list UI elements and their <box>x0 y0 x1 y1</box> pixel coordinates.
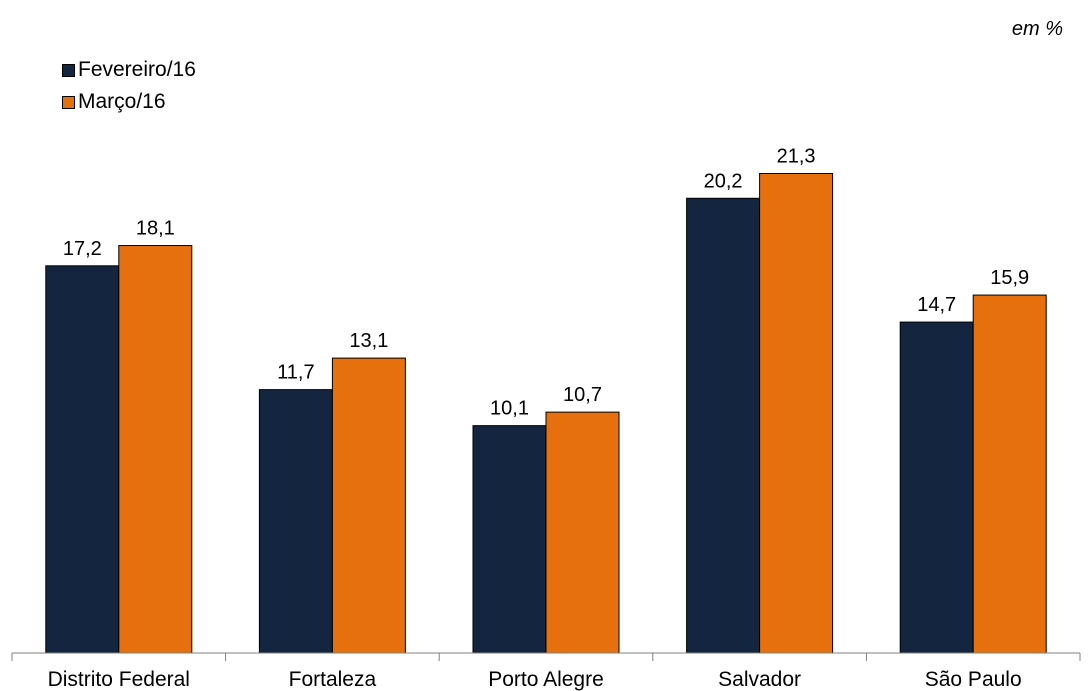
data-label-fevereiro-1: 11,7 <box>277 362 314 384</box>
category-label-2: Porto Alegre <box>488 668 604 691</box>
legend-label-marco: Março/16 <box>78 90 166 113</box>
data-label-marco-3: 21,3 <box>777 146 816 168</box>
legend-item-fevereiro: Fevereiro/16 <box>62 54 196 86</box>
bar-fevereiro-3 <box>686 197 761 654</box>
data-label-marco-2: 10,7 <box>563 384 602 406</box>
data-label-marco-0: 18,1 <box>136 218 175 240</box>
legend-swatch-marco <box>62 95 75 109</box>
category-label-3: Salvador <box>718 668 801 691</box>
bar-fevereiro-4 <box>899 321 974 654</box>
legend-swatch-fevereiro <box>62 63 75 77</box>
bar-marco-3 <box>759 173 834 654</box>
data-label-marco-1: 13,1 <box>349 330 388 352</box>
bar-marco-1 <box>331 357 406 654</box>
data-label-fevereiro-3: 20,2 <box>704 170 743 192</box>
data-label-fevereiro-4: 14,7 <box>917 294 956 316</box>
category-label-0: Distrito Federal <box>48 668 190 691</box>
bar-fevereiro-2 <box>472 425 547 654</box>
data-label-fevereiro-2: 10,1 <box>490 398 529 420</box>
data-label-fevereiro-0: 17,2 <box>63 238 102 260</box>
bar-marco-4 <box>972 294 1047 654</box>
unit-label: em % <box>1011 18 1063 40</box>
bar-marco-2 <box>545 411 620 654</box>
bar-fevereiro-1 <box>258 389 333 654</box>
data-label-marco-4: 15,9 <box>990 267 1029 289</box>
category-label-1: Fortaleza <box>289 668 377 691</box>
bar-fevereiro-0 <box>45 265 120 654</box>
bar-marco-0 <box>118 245 193 654</box>
legend-label-fevereiro: Fevereiro/16 <box>78 58 196 81</box>
legend: Fevereiro/16 Março/16 <box>62 54 196 118</box>
category-label-4: São Paulo <box>925 668 1022 691</box>
legend-item-marco: Março/16 <box>62 86 196 118</box>
